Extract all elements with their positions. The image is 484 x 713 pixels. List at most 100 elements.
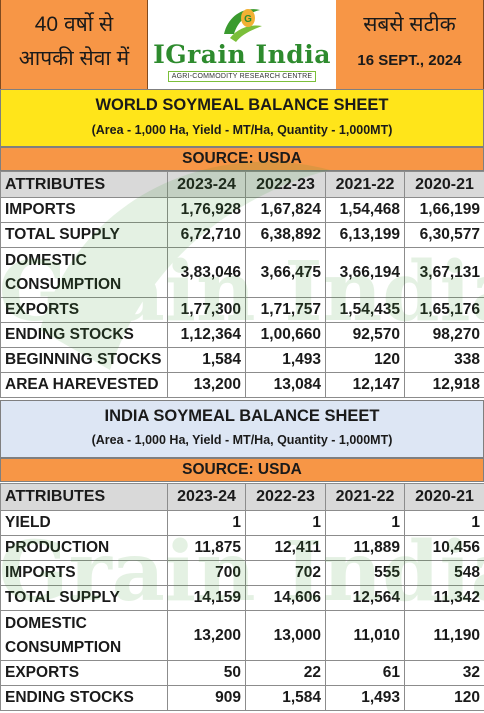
row-value: 1,77,300	[167, 297, 246, 323]
row-value: 3,83,046	[167, 247, 246, 298]
column-header-year: 2021-22	[325, 483, 405, 511]
row-value: 10,456	[404, 535, 484, 561]
row-label: TOTAL SUPPLY	[0, 222, 168, 248]
header-left-box: 40 वर्षो से आपकी सेवा में	[0, 0, 148, 89]
row-value: 6,13,199	[325, 222, 405, 248]
table-row: DOMESTIC CONSUMPTION 3,83,046 3,66,475 3,66…	[0, 247, 484, 298]
world-table: ATTRIBUTES 2023-24 2022-23 2021-22 2020-21 IM…	[0, 171, 484, 398]
table-row: IMPORTS 700 702 555 548	[0, 560, 484, 586]
row-value: 12,918	[404, 372, 484, 398]
row-value: 120	[325, 347, 405, 373]
row-label: PRODUCTION	[0, 535, 168, 561]
row-value: 12,411	[245, 535, 326, 561]
row-value: 120	[404, 685, 484, 711]
column-header-year: 2022-23	[245, 171, 326, 198]
grain-logo-icon: G	[224, 9, 262, 42]
row-label: EXPORTS	[0, 297, 168, 323]
row-value: 909	[167, 685, 246, 711]
header-right-box: सबसे सटीक 16 SEPT., 2024	[336, 0, 484, 89]
table-row: ENDING STOCKS 909 1,584 1,493 120	[0, 685, 484, 711]
row-value: 3,66,194	[325, 247, 405, 298]
svg-text:G: G	[244, 14, 252, 25]
world-subtitle: (Area - 1,000 Ha, Yield - MT/Ha, Quantit…	[91, 123, 393, 137]
row-value: 50	[167, 660, 246, 686]
row-value: 1	[245, 510, 326, 536]
table-row: TOTAL SUPPLY 6,72,710 6,38,892 6,13,199 6,30…	[0, 222, 484, 248]
row-label: YIELD	[0, 510, 168, 536]
row-value: 1,00,660	[245, 322, 326, 348]
column-header-attributes: ATTRIBUTES	[0, 171, 168, 198]
row-value: 6,30,577	[404, 222, 484, 248]
row-value: 338	[404, 347, 484, 373]
india-subtitle: (Area - 1,000 Ha, Yield - MT/Ha, Quantit…	[91, 433, 393, 447]
row-value: 1,66,199	[404, 197, 484, 223]
world-source: SOURCE: USDA	[0, 147, 484, 171]
india-source: SOURCE: USDA	[0, 458, 484, 482]
table-row: ENDING STOCKS 1,12,364 1,00,660 92,570 98,27…	[0, 322, 484, 348]
table-row: IMPORTS 1,76,928 1,67,824 1,54,468 1,66,199	[0, 197, 484, 223]
row-value: 6,38,892	[245, 222, 326, 248]
row-value: 548	[404, 560, 484, 586]
column-header-year: 2023-24	[167, 171, 246, 198]
table-row: AREA HAREVESTED 13,200 13,084 12,147 12,918	[0, 372, 484, 398]
row-value: 11,875	[167, 535, 246, 561]
india-title: INDIA SOYMEAL BALANCE SHEET	[104, 407, 380, 425]
row-value: 14,159	[167, 585, 246, 611]
india-title-band: INDIA SOYMEAL BALANCE SHEET (Area - 1,00…	[0, 400, 484, 458]
logo-name: IGrain India	[153, 40, 331, 69]
row-value: 32	[404, 660, 484, 686]
row-value: 13,200	[167, 610, 246, 661]
world-table-body: ATTRIBUTES 2023-24 2022-23 2021-22 2020-21 IM…	[0, 171, 484, 398]
logo: G IGrain India AGRI-COMMODITY RESEARCH C…	[148, 0, 336, 89]
row-label: IMPORTS	[0, 197, 168, 223]
row-value: 11,889	[325, 535, 405, 561]
row-value: 98,270	[404, 322, 484, 348]
row-label: DOMESTIC CONSUMPTION	[0, 610, 168, 661]
table-row: EXPORTS 1,77,300 1,71,757 1,54,435 1,65,176	[0, 297, 484, 323]
table-header-row: ATTRIBUTES 2023-24 2022-23 2021-22 2020-21	[0, 483, 484, 511]
india-table: ATTRIBUTES 2023-24 2022-23 2021-22 2020-21 YI…	[0, 483, 484, 711]
row-value: 1	[167, 510, 246, 536]
india-table-body: ATTRIBUTES 2023-24 2022-23 2021-22 2020-21 YI…	[0, 483, 484, 711]
row-label: AREA HAREVESTED	[0, 372, 168, 398]
row-label: BEGINNING STOCKS	[0, 347, 168, 373]
row-value: 92,570	[325, 322, 405, 348]
table-row: YIELD 1 1 1 1	[0, 510, 484, 536]
row-value: 13,200	[167, 372, 246, 398]
row-value: 1,493	[325, 685, 405, 711]
row-value: 22	[245, 660, 326, 686]
table-row: PRODUCTION 11,875 12,411 11,889 10,456	[0, 535, 484, 561]
row-label: EXPORTS	[0, 660, 168, 686]
row-value: 11,342	[404, 585, 484, 611]
column-header-year: 2022-23	[245, 483, 326, 511]
row-value: 1,65,176	[404, 297, 484, 323]
world-title: WORLD SOYMEAL BALANCE SHEET	[95, 96, 389, 114]
column-header-attributes: ATTRIBUTES	[0, 483, 168, 511]
row-value: 3,67,131	[404, 247, 484, 298]
header-left-line2: आपकी सेवा में	[18, 47, 130, 70]
row-value: 13,000	[245, 610, 326, 661]
header-left-line1: 40 वर्षो से	[34, 13, 114, 36]
world-title-band: WORLD SOYMEAL BALANCE SHEET (Area - 1,00…	[0, 89, 484, 147]
row-label: IMPORTS	[0, 560, 168, 586]
row-value: 1,67,824	[245, 197, 326, 223]
row-value: 1,76,928	[167, 197, 246, 223]
row-value: 61	[325, 660, 405, 686]
column-header-year: 2021-22	[325, 171, 405, 198]
row-value: 3,66,475	[245, 247, 326, 298]
report-date: 16 SEPT., 2024	[357, 52, 462, 69]
logo-tagline: AGRI-COMMODITY RESEARCH CENTRE	[168, 71, 316, 82]
table-row: BEGINNING STOCKS 1,584 1,493 120 338	[0, 347, 484, 373]
row-value: 700	[167, 560, 246, 586]
row-label: TOTAL SUPPLY	[0, 585, 168, 611]
row-value: 11,010	[325, 610, 405, 661]
row-value: 1,493	[245, 347, 326, 373]
header-right-line1: सबसे सटीक	[363, 13, 456, 36]
row-value: 1	[325, 510, 405, 536]
row-value: 1,584	[167, 347, 246, 373]
row-value: 1	[404, 510, 484, 536]
column-header-year: 2020-21	[404, 171, 484, 198]
row-value: 555	[325, 560, 405, 586]
row-value: 12,147	[325, 372, 405, 398]
